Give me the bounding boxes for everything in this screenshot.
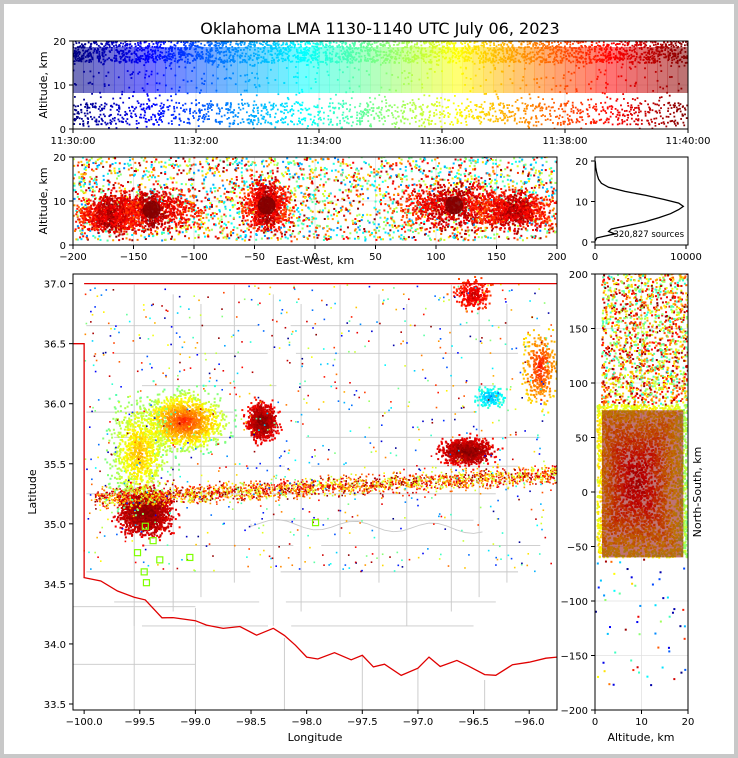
plan-view-xtick-label: −97.5 bbox=[347, 717, 378, 728]
ew-altitude-xlabel: East-West, km bbox=[276, 254, 354, 267]
histogram-ytick-label: 0 bbox=[582, 238, 588, 249]
time-height-xtick-label: 11:30:00 bbox=[51, 136, 96, 147]
lma-station-marker bbox=[149, 537, 157, 545]
altitude-ns-ytick-label: 200 bbox=[569, 270, 588, 281]
ew-altitude-xtick-label: 50 bbox=[369, 252, 382, 263]
altitude-ns-ylabel: North-South, km bbox=[691, 447, 704, 538]
lma-station-marker bbox=[156, 556, 164, 564]
plan-view-ytick-label: 37.0 bbox=[44, 280, 66, 291]
time-height-ytick-label: 0 bbox=[60, 125, 66, 136]
plan-view-xtick-label: −99.0 bbox=[180, 717, 211, 728]
altitude-ns-xtick-label: 10 bbox=[635, 717, 648, 728]
time-height-xtick-label: 11:38:00 bbox=[543, 136, 588, 147]
lma-station-marker bbox=[133, 549, 142, 557]
ew-altitude-ytick-label: 10 bbox=[53, 197, 66, 208]
ew-altitude-xtick-label: −150 bbox=[120, 252, 147, 263]
ew-cluster-core bbox=[257, 196, 276, 215]
time-height-xtick-label: 11:40:00 bbox=[666, 136, 711, 147]
plan-view-ytick-label: 35.0 bbox=[44, 520, 66, 531]
lma-station-marker bbox=[141, 522, 149, 530]
plan-view-xtick-label: −97.0 bbox=[403, 717, 434, 728]
time-height-panel: 11:30:00 11:32:00 11:34:00 11:36:00 11:38:00… bbox=[37, 37, 710, 147]
ew-altitude-xtick-label: −50 bbox=[244, 252, 265, 263]
altitude-histogram-line bbox=[594, 160, 685, 242]
altitude-ns-ytick-label: 150 bbox=[569, 325, 588, 336]
altitude-ns-xtick-label: 20 bbox=[682, 717, 695, 728]
ew-altitude-panel: −200 −150 −100 −50 0 50 100 150 200 0 10 20 East-We… bbox=[37, 153, 567, 267]
plan-view-ytick-label: 33.5 bbox=[44, 700, 66, 711]
altitude-ns-xtick-label: 0 bbox=[592, 717, 598, 728]
ew-altitude-ytick-label: 20 bbox=[53, 153, 66, 164]
altitude-ns-ytick-label: 50 bbox=[575, 434, 588, 445]
histogram-xtick-label: 10000 bbox=[670, 252, 702, 263]
time-height-xtick-label: 11:34:00 bbox=[297, 136, 342, 147]
altitude-ns-ytick-label: −100 bbox=[561, 597, 588, 608]
source-count-annotation: 320,827 sources bbox=[613, 230, 684, 240]
altitude-ns-ytick-label: 0 bbox=[582, 488, 588, 499]
ew-altitude-xtick-label: 0 bbox=[312, 252, 318, 263]
histogram-xtick-label: 0 bbox=[592, 252, 598, 263]
lma-station-marker bbox=[142, 579, 151, 587]
plan-view-ytick-label: 34.5 bbox=[44, 580, 66, 591]
time-height-ytick-label: 10 bbox=[53, 81, 66, 92]
figure-frame: Oklahoma LMA 1130-1140 UTC July 06, 2023… bbox=[4, 4, 734, 754]
plan-view-ylabel: Latitude bbox=[26, 469, 39, 515]
oklahoma-state-border bbox=[73, 343, 557, 677]
time-height-ylabel: Altitude, km bbox=[37, 51, 50, 118]
plan-view-xtick-label: −98.0 bbox=[291, 717, 322, 728]
histogram-ytick-label: 20 bbox=[575, 157, 588, 168]
ew-altitude-xtick-label: −100 bbox=[180, 252, 207, 263]
altitude-ns-ytick-label: −50 bbox=[567, 543, 588, 554]
plan-view-xtick-label: −98.5 bbox=[236, 717, 267, 728]
plan-view-ytick-label: 36.0 bbox=[44, 400, 66, 411]
altitude-ns-xlabel: Altitude, km bbox=[607, 731, 674, 744]
time-height-ytick-label: 20 bbox=[53, 37, 66, 48]
plan-view-xtick-label: −96.0 bbox=[514, 717, 545, 728]
time-height-xtick-label: 11:32:00 bbox=[174, 136, 219, 147]
altitude-ns-ytick-label: −150 bbox=[561, 652, 588, 663]
plan-view-xtick-label: −99.5 bbox=[124, 717, 155, 728]
altitude-ns-ytick-label: 100 bbox=[569, 379, 588, 390]
time-height-xtick-label: 11:36:00 bbox=[420, 136, 465, 147]
plan-view-frame bbox=[72, 273, 558, 711]
ew-altitude-xtick-label: 150 bbox=[487, 252, 506, 263]
histogram-ytick-label: 10 bbox=[575, 198, 588, 209]
altitude-ns-panel: 0 10 20 −200 −150 −100 −50 0 50 100 150 200 Altitud… bbox=[561, 270, 704, 744]
altitude-ns-ytick-label: −200 bbox=[561, 706, 588, 717]
ew-cluster-core bbox=[445, 196, 464, 215]
ew-altitude-xtick-label: −200 bbox=[59, 252, 86, 263]
plan-view-ytick-label: 36.5 bbox=[44, 340, 66, 351]
plan-view-panel: −100.0 −99.5 −99.0 −98.5 −98.0 −97.5 −97.0 −96.… bbox=[26, 273, 558, 744]
ew-altitude-ytick-label: 0 bbox=[60, 241, 66, 252]
lma-figure: Oklahoma LMA 1130-1140 UTC July 06, 2023… bbox=[26, 19, 710, 744]
altitude-histogram-panel: 0 10000 0 10 20 320,827 sources bbox=[575, 156, 702, 263]
ew-altitude-xtick-label: 200 bbox=[547, 252, 566, 263]
ew-altitude-ylabel: Altitude, km bbox=[37, 167, 50, 234]
ew-altitude-xtick-label: 100 bbox=[426, 252, 445, 263]
plan-view-xlabel: Longitude bbox=[288, 731, 343, 744]
figure-title: Oklahoma LMA 1130-1140 UTC July 06, 2023 bbox=[200, 19, 559, 38]
ew-cluster-core bbox=[142, 200, 161, 219]
lma-station-marker bbox=[186, 553, 194, 562]
plan-view-ytick-label: 35.5 bbox=[44, 460, 66, 471]
plan-view-xtick-label: −100.0 bbox=[66, 717, 103, 728]
plan-view-xtick-label: −96.5 bbox=[458, 717, 489, 728]
lma-station-marker bbox=[140, 568, 148, 576]
plan-view-ytick-label: 34.0 bbox=[44, 640, 66, 651]
lma-station-marker bbox=[311, 519, 320, 527]
